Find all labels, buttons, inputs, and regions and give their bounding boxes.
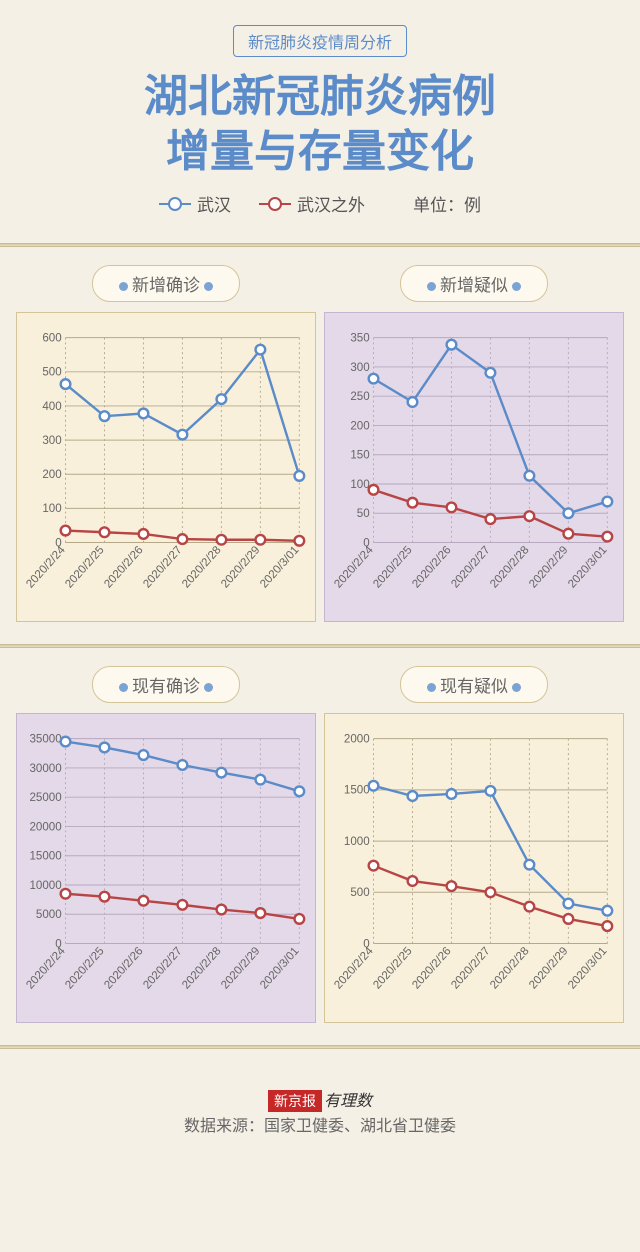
legend-outside: 武汉之外 — [259, 191, 365, 216]
svg-text:100: 100 — [350, 479, 369, 491]
legend: 武汉 武汉之外 单位：例 — [0, 191, 640, 216]
svg-text:35000: 35000 — [29, 734, 61, 746]
chart-area: 050001000015000200002500030000350002020/… — [16, 713, 316, 1023]
panel-title-badge: 现有确诊 — [92, 666, 240, 703]
svg-text:15000: 15000 — [29, 851, 61, 863]
svg-text:30000: 30000 — [29, 763, 61, 775]
svg-text:300: 300 — [42, 435, 61, 447]
svg-text:2020/2/24: 2020/2/24 — [332, 945, 376, 992]
svg-text:2020/2/27: 2020/2/27 — [141, 945, 184, 991]
legend-marker-outside — [259, 203, 291, 205]
svg-text:50: 50 — [357, 508, 370, 520]
svg-text:2020/2/26: 2020/2/26 — [410, 945, 453, 991]
svg-text:500: 500 — [42, 367, 61, 379]
chart-area: 05001000150020002020/2/242020/2/252020/2… — [324, 713, 624, 1023]
svg-text:350: 350 — [350, 333, 369, 345]
svg-text:2020/2/28: 2020/2/28 — [180, 544, 223, 590]
svg-text:2020/2/25: 2020/2/25 — [63, 544, 106, 590]
panel-title-badge: 新增确诊 — [92, 265, 240, 302]
legend-marker-wuhan — [159, 203, 191, 205]
header: 新冠肺炎疫情周分析 湖北新冠肺炎病例 增量与存量变化 武汉 武汉之外 单位：例 — [0, 0, 640, 231]
svg-text:2020/2/25: 2020/2/25 — [63, 945, 106, 991]
row-2: 现有确诊 05000100001500020000250003000035000… — [0, 666, 640, 1033]
svg-text:150: 150 — [350, 450, 369, 462]
svg-text:2020/2/26: 2020/2/26 — [410, 544, 453, 590]
svg-text:2020/2/26: 2020/2/26 — [102, 544, 145, 590]
unit-label: 单位：例 — [413, 191, 481, 216]
chart-area: 01002003004005006002020/2/242020/2/25202… — [16, 312, 316, 622]
panel-title-badge: 现有疑似 — [400, 666, 548, 703]
svg-text:2020/2/29: 2020/2/29 — [527, 945, 570, 991]
svg-text:2020/2/29: 2020/2/29 — [527, 544, 570, 590]
svg-text:2020/2/28: 2020/2/28 — [488, 945, 531, 991]
brand-line: 新京报有理数 — [0, 1087, 640, 1112]
svg-text:250: 250 — [350, 391, 369, 403]
svg-text:2020/3/01: 2020/3/01 — [258, 544, 301, 590]
footer: 新京报有理数 数据来源：国家卫健委、湖北省卫健委 — [0, 1067, 640, 1171]
svg-text:100: 100 — [42, 503, 61, 515]
svg-text:5000: 5000 — [36, 909, 62, 921]
svg-text:500: 500 — [350, 887, 369, 899]
svg-text:2000: 2000 — [344, 734, 370, 746]
panel-new-suspected: 新增疑似 0501001502002503003502020/2/242020/… — [320, 265, 628, 622]
svg-text:2020/2/24: 2020/2/24 — [332, 544, 376, 591]
svg-text:2020/2/25: 2020/2/25 — [371, 544, 414, 590]
svg-text:2020/3/01: 2020/3/01 — [566, 544, 609, 590]
separator — [0, 644, 640, 648]
separator — [0, 1045, 640, 1049]
svg-text:2020/3/01: 2020/3/01 — [566, 945, 609, 991]
chart-area: 0501001502002503003502020/2/242020/2/252… — [324, 312, 624, 622]
separator — [0, 243, 640, 247]
main-title: 湖北新冠肺炎病例 增量与存量变化 — [0, 69, 640, 179]
svg-text:2020/2/27: 2020/2/27 — [449, 544, 492, 590]
row-1: 新增确诊 01002003004005006002020/2/242020/2/… — [0, 265, 640, 632]
svg-text:20000: 20000 — [29, 821, 61, 833]
svg-text:400: 400 — [42, 401, 61, 413]
svg-text:2020/2/27: 2020/2/27 — [141, 544, 184, 590]
legend-wuhan: 武汉 — [159, 191, 231, 216]
svg-text:2020/2/28: 2020/2/28 — [488, 544, 531, 590]
svg-text:2020/2/26: 2020/2/26 — [102, 945, 145, 991]
svg-text:2020/2/29: 2020/2/29 — [219, 945, 262, 991]
data-source: 数据来源：国家卫健委、湖北省卫健委 — [0, 1112, 640, 1136]
svg-text:600: 600 — [42, 333, 61, 345]
panel-title-badge: 新增疑似 — [400, 265, 548, 302]
svg-text:2020/3/01: 2020/3/01 — [258, 945, 301, 991]
svg-text:2020/2/27: 2020/2/27 — [449, 945, 492, 991]
panel-existing-suspected: 现有疑似 05001000150020002020/2/242020/2/252… — [320, 666, 628, 1023]
weekly-tag: 新冠肺炎疫情周分析 — [233, 25, 407, 57]
panel-existing-confirmed: 现有确诊 05000100001500020000250003000035000… — [12, 666, 320, 1023]
svg-text:25000: 25000 — [29, 792, 61, 804]
svg-text:300: 300 — [350, 362, 369, 374]
svg-text:2020/2/29: 2020/2/29 — [219, 544, 262, 590]
svg-text:200: 200 — [350, 420, 369, 432]
svg-text:2020/2/24: 2020/2/24 — [24, 945, 68, 992]
svg-text:1500: 1500 — [344, 785, 370, 797]
panel-new-confirmed: 新增确诊 01002003004005006002020/2/242020/2/… — [12, 265, 320, 622]
brand-sub: 有理数 — [324, 1093, 372, 1110]
svg-text:2020/2/24: 2020/2/24 — [24, 544, 68, 591]
svg-text:2020/2/25: 2020/2/25 — [371, 945, 414, 991]
svg-text:10000: 10000 — [29, 880, 61, 892]
brand-logo: 新京报 — [268, 1090, 322, 1112]
svg-text:200: 200 — [42, 469, 61, 481]
svg-text:1000: 1000 — [344, 836, 370, 848]
svg-text:2020/2/28: 2020/2/28 — [180, 945, 223, 991]
